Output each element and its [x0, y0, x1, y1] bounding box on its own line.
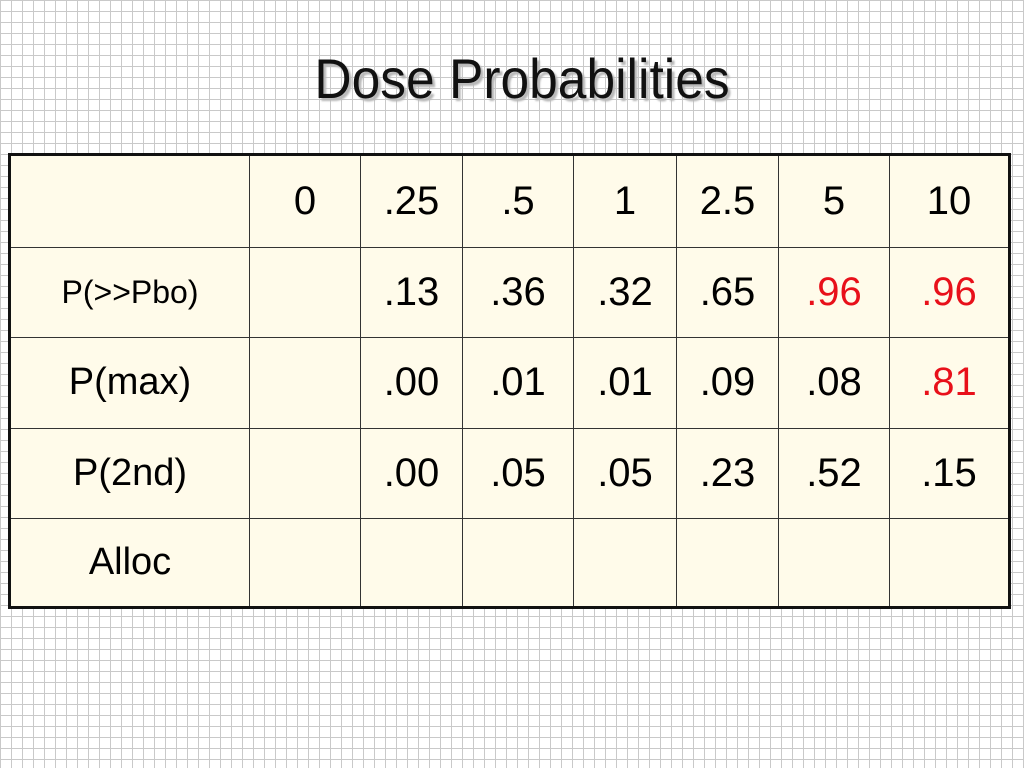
table-cell: .65	[676, 246, 779, 339]
table-cell: .81	[889, 337, 1011, 429]
table-cell: .00	[360, 427, 463, 520]
row-label: P(2nd)	[8, 427, 250, 520]
table-row-p-max: P(max) .00 .01 .01 .09 .08 .81	[8, 337, 1011, 429]
header-cell-dose-1: 1	[573, 153, 677, 248]
header-cell-dose-10: 10	[889, 153, 1011, 248]
table-cell	[360, 518, 463, 609]
table-cell	[249, 518, 361, 609]
row-label: P(>>Pbo)	[8, 246, 250, 339]
table-cell: .08	[778, 337, 890, 429]
row-label: Alloc	[8, 518, 250, 609]
table-row-p-better-than-placebo: P(>>Pbo) .13 .36 .32 .65 .96 .96	[8, 246, 1011, 339]
table-cell	[249, 337, 361, 429]
table-cell: .05	[573, 427, 677, 520]
table-cell	[778, 518, 890, 609]
table-cell: .36	[462, 246, 574, 339]
table-cell: .32	[573, 246, 677, 339]
table-cell: .01	[573, 337, 677, 429]
table-cell: .96	[889, 246, 1011, 339]
table-cell	[573, 518, 677, 609]
header-cell-dose-0.5: .5	[462, 153, 574, 248]
header-cell-blank	[8, 153, 250, 248]
table-cell	[249, 427, 361, 520]
table-cell	[462, 518, 574, 609]
table-row-alloc: Alloc	[8, 518, 1011, 609]
table-cell: .52	[778, 427, 890, 520]
header-cell-dose-5: 5	[778, 153, 890, 248]
table-cell: .09	[676, 337, 779, 429]
table-cell: .01	[462, 337, 574, 429]
dose-probability-table: 0 .25 .5 1 2.5 5 10 P(>>Pbo) .13 .36 .32…	[8, 153, 1011, 609]
table-cell	[249, 246, 361, 339]
header-cell-dose-2.5: 2.5	[676, 153, 779, 248]
header-cell-dose-0.25: .25	[360, 153, 463, 248]
table-cell: .96	[778, 246, 890, 339]
row-label: P(max)	[8, 337, 250, 429]
table-cell: .05	[462, 427, 574, 520]
table-cell: .00	[360, 337, 463, 429]
table-cell: .13	[360, 246, 463, 339]
table-cell: .23	[676, 427, 779, 520]
header-cell-dose-0: 0	[249, 153, 361, 248]
table-header-row: 0 .25 .5 1 2.5 5 10	[8, 153, 1011, 248]
page-title: Dose Probabilities	[314, 47, 730, 110]
table-cell	[676, 518, 779, 609]
table-cell	[889, 518, 1011, 609]
table-cell: .15	[889, 427, 1011, 520]
table-row-p-2nd: P(2nd) .00 .05 .05 .23 .52 .15	[8, 427, 1011, 520]
